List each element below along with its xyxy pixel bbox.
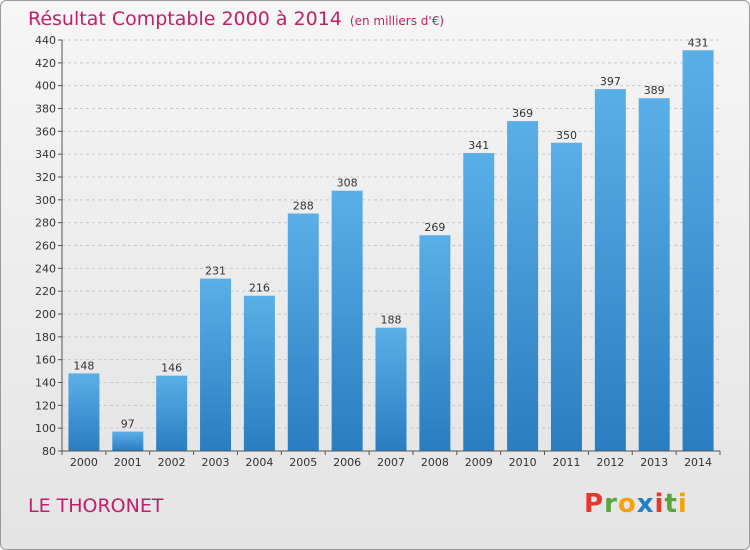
bar-value-label: 146 — [161, 362, 182, 375]
bar-value-label: 188 — [381, 314, 402, 327]
y-tick-label: 160 — [35, 354, 56, 367]
bar-2013 — [638, 98, 670, 451]
y-tick-label: 240 — [35, 262, 56, 275]
x-tick-label: 2003 — [202, 456, 230, 469]
x-tick-label: 2002 — [158, 456, 186, 469]
bar-2008 — [419, 235, 451, 451]
x-tick-label: 2008 — [421, 456, 449, 469]
bars: 148 97 146 231 216 288 308 188 269 341 369 350 397 38… — [68, 36, 714, 452]
logo-letter: r — [604, 489, 618, 519]
bar-value-label: 269 — [424, 221, 445, 234]
bar-value-label: 369 — [512, 107, 533, 120]
y-tick-label: 280 — [35, 217, 56, 230]
x-tick-label: 2001 — [114, 456, 142, 469]
bar-value-label: 431 — [688, 36, 709, 49]
bar-2005 — [287, 213, 319, 451]
bar-2014 — [682, 50, 714, 452]
y-tick-label: 220 — [35, 285, 56, 298]
logo-letter: i — [654, 489, 665, 519]
y-tick-label: 380 — [35, 103, 56, 116]
x-tick-label: 2007 — [377, 456, 405, 469]
logo-letter: x — [636, 489, 655, 519]
bar-2001 — [112, 431, 144, 451]
x-tick-label: 2010 — [509, 456, 537, 469]
y-tick-label: 120 — [35, 399, 56, 412]
y-tick-label: 320 — [35, 171, 56, 184]
bar-2000 — [68, 373, 100, 451]
y-tick-label: 300 — [35, 194, 56, 207]
bar-value-label: 350 — [556, 129, 577, 142]
x-tick-label: 2014 — [684, 456, 712, 469]
y-tick-label: 180 — [35, 331, 56, 344]
chart-title-text: Résultat Comptable 2000 à 2014 — [28, 8, 342, 30]
bar-2002 — [156, 375, 188, 451]
x-tick-label: 2009 — [465, 456, 493, 469]
y-tick-label: 420 — [35, 57, 56, 70]
x-tick-label: 2011 — [552, 456, 580, 469]
bar-value-label: 148 — [73, 359, 94, 372]
logo-letter: t — [664, 489, 678, 519]
x-tick-label: 2012 — [596, 456, 624, 469]
y-tick-label: 360 — [35, 125, 56, 138]
bar-value-label: 231 — [205, 265, 226, 278]
x-tick-label: 2006 — [333, 456, 361, 469]
y-tick-label: 400 — [35, 80, 56, 93]
x-axis-ticks: 2000 2001 2002 2003 2004 2005 2006 2007 2008 2009… — [61, 451, 721, 469]
bar-value-label: 389 — [644, 84, 665, 97]
chart-subtitle: (en milliers d'€) — [349, 14, 445, 28]
bar-2009 — [463, 153, 495, 451]
y-tick-label: 100 — [35, 422, 56, 435]
logo-letter: o — [617, 489, 637, 519]
y-tick-label: 140 — [35, 377, 56, 390]
y-tick-label: 440 — [35, 34, 56, 47]
logo-letter: P — [584, 489, 605, 519]
proxiti-logo: Proxiti — [584, 489, 688, 519]
bar-value-label: 341 — [468, 139, 489, 152]
bar-value-label: 97 — [121, 418, 135, 431]
y-tick-label: 80 — [42, 445, 56, 458]
bar-2003 — [200, 278, 232, 451]
y-tick-label: 260 — [35, 240, 56, 253]
x-tick-label: 2005 — [289, 456, 317, 469]
bar-value-label: 288 — [293, 200, 314, 213]
x-tick-label: 2013 — [640, 456, 668, 469]
logo-letter: i — [677, 489, 688, 519]
bar-2004 — [243, 295, 275, 451]
y-tick-label: 340 — [35, 148, 56, 161]
y-axis-ticks: 80 100 120 140 160 180 200 220 240 260 280 300 320 34… — [35, 34, 62, 458]
bar-value-label: 397 — [600, 75, 621, 88]
bar-2011 — [550, 142, 582, 451]
bar-value-label: 308 — [337, 177, 358, 190]
x-tick-label: 2004 — [245, 456, 273, 469]
y-tick-label: 200 — [35, 308, 56, 321]
bar-2010 — [507, 121, 539, 451]
chart-title: Résultat Comptable 2000 à 2014 (en millie… — [28, 8, 444, 30]
bar-2012 — [594, 89, 626, 451]
commune-name: LE THORONET — [28, 495, 164, 517]
bar-2007 — [375, 327, 407, 451]
bar-value-label: 216 — [249, 282, 270, 295]
bar-2006 — [331, 190, 363, 451]
x-tick-label: 2000 — [70, 456, 98, 469]
